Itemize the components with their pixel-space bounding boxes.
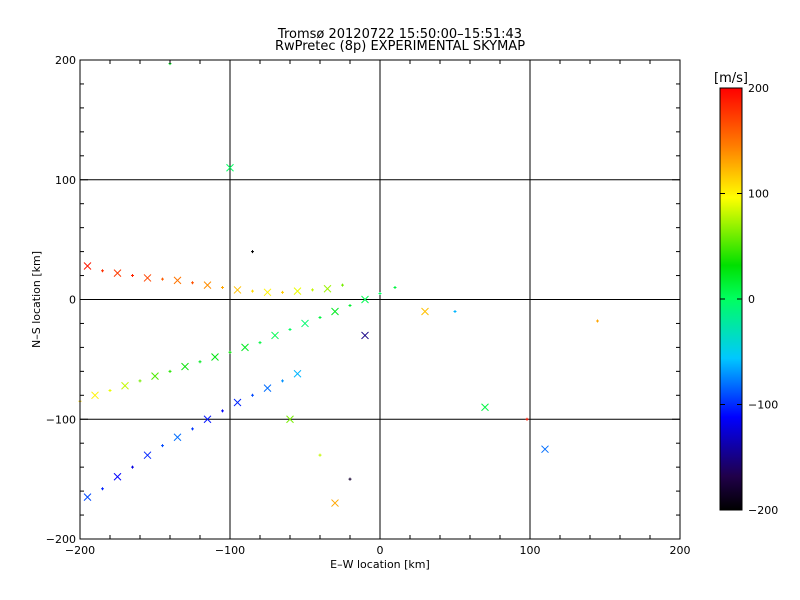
axis-ticks	[79, 59, 681, 540]
data-point	[221, 409, 224, 413]
data-point	[331, 307, 339, 316]
data-point	[191, 281, 194, 285]
data-point	[91, 391, 99, 400]
y-tick-label: −200	[46, 533, 76, 546]
data-point	[341, 283, 344, 287]
data-point	[263, 384, 272, 392]
data-point	[83, 262, 92, 270]
data-point	[233, 286, 242, 294]
y-tick-label: −100	[46, 413, 76, 426]
data-points	[78, 62, 599, 507]
data-point	[131, 274, 134, 278]
data-point	[83, 493, 92, 501]
data-point	[101, 487, 104, 491]
y-axis-label: N–S location [km]	[30, 251, 43, 348]
data-point	[191, 427, 194, 431]
data-point	[541, 445, 549, 454]
data-point	[173, 433, 182, 442]
data-point	[525, 417, 529, 421]
x-tick-labels: −200 −100 0 100 200	[65, 544, 691, 557]
x-tick-label: −200	[65, 544, 95, 557]
colorbar-tick-label: −100	[748, 399, 778, 412]
data-point	[251, 393, 254, 397]
data-point	[198, 360, 202, 364]
colorbar-tick-label: 100	[748, 188, 769, 201]
data-point	[421, 307, 429, 316]
data-point	[263, 288, 272, 297]
data-point	[241, 343, 249, 352]
colorbar-tick-label: 200	[748, 82, 769, 95]
data-point	[151, 372, 159, 380]
data-point	[293, 369, 302, 378]
data-point	[481, 403, 489, 412]
data-point	[361, 331, 369, 340]
data-point	[348, 303, 352, 307]
data-point	[211, 353, 219, 361]
data-point	[226, 163, 234, 172]
data-point	[143, 451, 152, 460]
data-point	[318, 453, 322, 457]
data-point	[108, 389, 112, 393]
chart-subtitle: RwPretec (8p) EXPERIMENTAL SKYMAP	[274, 39, 526, 54]
data-point	[348, 477, 352, 481]
data-point	[251, 289, 254, 293]
x-axis-label: E–W location [km]	[330, 558, 430, 571]
x-tick-label: 0	[377, 544, 384, 557]
data-point	[596, 319, 599, 323]
data-point	[393, 286, 397, 290]
chart-title: Tromsø 20120722 15:50:00–15:51:43	[277, 27, 523, 42]
data-point	[143, 274, 152, 282]
data-point	[203, 281, 212, 289]
y-tick-label: 200	[55, 54, 76, 67]
data-point	[173, 276, 182, 285]
data-point	[251, 250, 254, 254]
data-point	[168, 369, 172, 373]
x-tick-label: −100	[215, 544, 245, 557]
data-point	[161, 277, 164, 281]
data-point	[331, 499, 339, 507]
data-point	[288, 327, 292, 331]
data-point	[281, 290, 284, 294]
colorbar-ticks: 200 100 0 −100 −200	[720, 82, 778, 517]
data-point	[101, 269, 104, 273]
data-point	[301, 319, 309, 328]
x-tick-label: 100	[520, 544, 541, 557]
data-point	[378, 292, 382, 296]
data-point	[286, 415, 294, 424]
data-point	[113, 472, 122, 481]
data-point	[228, 350, 232, 354]
colorbar-tick-label: −200	[748, 504, 778, 517]
y-tick-labels: −200 −100 0 100 200	[46, 54, 76, 546]
data-point	[293, 287, 302, 295]
data-point	[258, 341, 262, 345]
data-point	[233, 398, 242, 407]
data-point	[323, 284, 332, 293]
data-point	[203, 415, 212, 424]
data-point	[271, 331, 279, 340]
data-point	[311, 288, 314, 292]
data-point	[318, 315, 322, 319]
data-point	[161, 444, 164, 448]
data-point	[131, 465, 134, 469]
data-point	[181, 362, 189, 371]
x-tick-label: 200	[670, 544, 691, 557]
data-point	[138, 379, 142, 383]
grid-lines	[80, 60, 680, 539]
data-point	[113, 269, 122, 278]
data-point	[121, 381, 129, 390]
data-point	[221, 286, 224, 290]
data-point	[281, 379, 284, 383]
data-point	[361, 295, 369, 304]
y-tick-label: 100	[55, 174, 76, 187]
colorbar-label: [m/s]	[714, 71, 748, 86]
colorbar-tick-label: 0	[748, 293, 755, 306]
data-point	[453, 309, 457, 313]
y-tick-label: 0	[69, 294, 76, 307]
